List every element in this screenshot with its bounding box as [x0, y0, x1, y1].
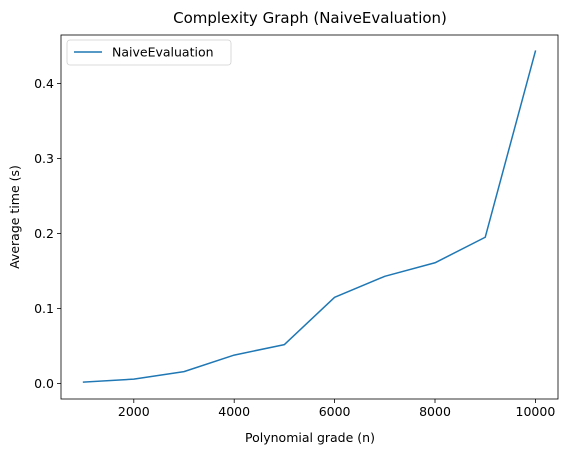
legend-box	[66, 39, 232, 66]
plot-frame	[60, 34, 559, 400]
y-tick-label: 0.3	[34, 151, 54, 166]
legend: NaiveEvaluation	[66, 39, 232, 66]
y-tick-label: 0.2	[34, 226, 54, 241]
data-point	[283, 343, 286, 346]
data-point	[484, 236, 487, 239]
y-tick-label: 0.0	[34, 376, 54, 391]
x-axis-label: Polynomial grade (n)	[245, 430, 375, 445]
data-point	[132, 378, 135, 381]
x-tick-label: 8000	[419, 404, 451, 419]
y-axis-ticks: 0.0 0.1 0.2 0.3 0.4	[34, 76, 61, 391]
series-line	[82, 50, 537, 383]
x-tick-label: 10000	[516, 404, 556, 419]
y-tick-label: 0.1	[34, 301, 54, 316]
y-axis-label: Average time (s)	[7, 165, 22, 269]
data-point	[182, 370, 185, 373]
series-layer	[82, 50, 537, 384]
data-point	[82, 381, 85, 384]
chart-title: Complexity Graph (NaiveEvaluation)	[173, 9, 447, 27]
data-point	[383, 275, 386, 278]
legend-entry-label: NaiveEvaluation	[112, 45, 214, 60]
x-axis-ticks: 2000 4000 6000 8000 10000	[118, 399, 555, 419]
data-point	[434, 261, 437, 264]
data-point	[333, 296, 336, 299]
x-tick-label: 4000	[218, 404, 250, 419]
x-tick-label: 2000	[118, 404, 150, 419]
data-point	[233, 354, 236, 357]
x-tick-label: 6000	[319, 404, 351, 419]
data-point	[534, 50, 537, 53]
y-tick-label: 0.4	[34, 76, 54, 91]
